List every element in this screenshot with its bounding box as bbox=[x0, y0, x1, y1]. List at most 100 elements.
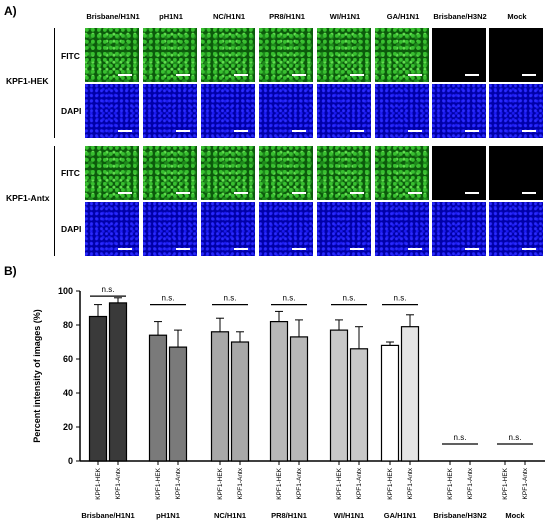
group-label: WI/H1N1 bbox=[334, 511, 364, 520]
significance-label: n.s. bbox=[283, 294, 296, 303]
dapi-image-tile bbox=[375, 84, 429, 138]
group-label: Brisbane/H1N1 bbox=[81, 511, 134, 520]
fitc-image-tile bbox=[259, 28, 313, 82]
dapi-image-tile bbox=[489, 202, 543, 256]
column-label: Mock bbox=[507, 12, 527, 21]
significance-label: n.s. bbox=[509, 433, 522, 442]
dapi-image-tile bbox=[259, 202, 313, 256]
scale-bar bbox=[522, 248, 536, 250]
bar bbox=[380, 344, 400, 462]
x-tick-label: KPF1-Antx bbox=[407, 467, 414, 499]
bar bbox=[108, 302, 128, 462]
scale-bar bbox=[292, 74, 306, 76]
y-tick-label: 100 bbox=[58, 286, 73, 296]
fitc-image-tile bbox=[317, 28, 371, 82]
group-label: NC/H1N1 bbox=[214, 511, 246, 520]
scale-bar bbox=[176, 130, 190, 132]
dapi-image-tile bbox=[143, 84, 197, 138]
column-label: pH1N1 bbox=[159, 12, 183, 21]
row-label-fitc: FITC bbox=[61, 168, 80, 178]
dapi-image-tile bbox=[489, 84, 543, 138]
scale-bar bbox=[465, 192, 479, 194]
y-tick-label: 0 bbox=[68, 456, 73, 466]
fitc-image-tile bbox=[489, 28, 543, 82]
dapi-image-tile bbox=[317, 202, 371, 256]
x-tick-label: KPF1-HEK bbox=[447, 467, 454, 499]
scale-bar bbox=[234, 248, 248, 250]
dapi-image-tile bbox=[432, 202, 486, 256]
x-tick-label: KPF1-HEK bbox=[387, 467, 394, 499]
x-tick-label: KPF1-HEK bbox=[155, 467, 162, 499]
column-label: NC/H1N1 bbox=[212, 12, 246, 21]
bar bbox=[329, 329, 349, 462]
fitc-image-tile bbox=[85, 146, 139, 200]
bar bbox=[230, 341, 250, 462]
panel-b-label: B) bbox=[4, 264, 17, 278]
scale-bar bbox=[176, 248, 190, 250]
x-tick-label: KPF1-HEK bbox=[276, 467, 283, 499]
scale-bar bbox=[292, 130, 306, 132]
dapi-image-tile bbox=[259, 84, 313, 138]
group-label: Mock bbox=[505, 511, 525, 520]
fitc-image-tile bbox=[375, 28, 429, 82]
row-label-fitc: FITC bbox=[61, 51, 80, 61]
fitc-image-tile bbox=[259, 146, 313, 200]
group-label: Brisbane/H3N2 bbox=[433, 511, 486, 520]
significance-label: n.s. bbox=[454, 433, 467, 442]
dapi-image-tile bbox=[375, 202, 429, 256]
fitc-image-tile bbox=[489, 146, 543, 200]
group-label: GA/H1N1 bbox=[384, 511, 417, 520]
significance-label: n.s. bbox=[162, 294, 175, 303]
bar bbox=[168, 346, 188, 462]
scale-bar bbox=[176, 192, 190, 194]
scale-bar bbox=[465, 248, 479, 250]
x-tick-label: KPF1-Antx bbox=[522, 467, 529, 499]
fitc-image-tile bbox=[143, 28, 197, 82]
column-label: PR8/H1N1 bbox=[269, 12, 305, 21]
row-label-dapi: DAPI bbox=[61, 106, 82, 116]
row-label-dapi: DAPI bbox=[61, 224, 82, 234]
bar bbox=[269, 321, 289, 462]
scale-bar bbox=[234, 74, 248, 76]
bar bbox=[148, 334, 168, 462]
dapi-image-tile bbox=[143, 202, 197, 256]
scale-bar bbox=[292, 192, 306, 194]
scale-bar bbox=[350, 74, 364, 76]
bar bbox=[400, 326, 420, 462]
y-tick-label: 40 bbox=[63, 388, 73, 398]
fitc-image-tile bbox=[143, 146, 197, 200]
dapi-image-tile bbox=[317, 84, 371, 138]
group-bracket-hek bbox=[54, 28, 55, 138]
dapi-image-tile bbox=[201, 202, 255, 256]
dapi-image-tile bbox=[432, 84, 486, 138]
x-tick-label: KPF1-Antx bbox=[115, 467, 122, 499]
x-tick-label: KPF1-HEK bbox=[502, 467, 509, 499]
x-tick-label: KPF1-Antx bbox=[467, 467, 474, 499]
column-label: Brisbane/H1N1 bbox=[86, 12, 140, 21]
scale-bar bbox=[408, 192, 422, 194]
scale-bar bbox=[350, 192, 364, 194]
fitc-image-tile bbox=[317, 146, 371, 200]
group-label-hek: KPF1-HEK bbox=[6, 76, 49, 86]
scale-bar bbox=[522, 74, 536, 76]
y-tick-label: 60 bbox=[63, 354, 73, 364]
bar bbox=[88, 315, 108, 462]
fitc-image-tile bbox=[432, 146, 486, 200]
bar bbox=[210, 331, 230, 462]
significance-label: n.s. bbox=[394, 294, 407, 303]
fitc-image-tile bbox=[201, 28, 255, 82]
scale-bar bbox=[118, 130, 132, 132]
fitc-image-tile bbox=[85, 28, 139, 82]
column-label: Brisbane/H3N2 bbox=[433, 12, 487, 21]
group-label-antx: KPF1-Antx bbox=[6, 193, 50, 203]
x-tick-label: KPF1-Antx bbox=[296, 467, 303, 499]
scale-bar bbox=[522, 130, 536, 132]
scale-bar bbox=[176, 74, 190, 76]
fitc-image-tile bbox=[201, 146, 255, 200]
x-tick-label: KPF1-HEK bbox=[217, 467, 224, 499]
x-tick-label: KPF1-HEK bbox=[95, 467, 102, 499]
dapi-image-tile bbox=[85, 202, 139, 256]
bar bbox=[289, 336, 309, 462]
fitc-image-tile bbox=[432, 28, 486, 82]
